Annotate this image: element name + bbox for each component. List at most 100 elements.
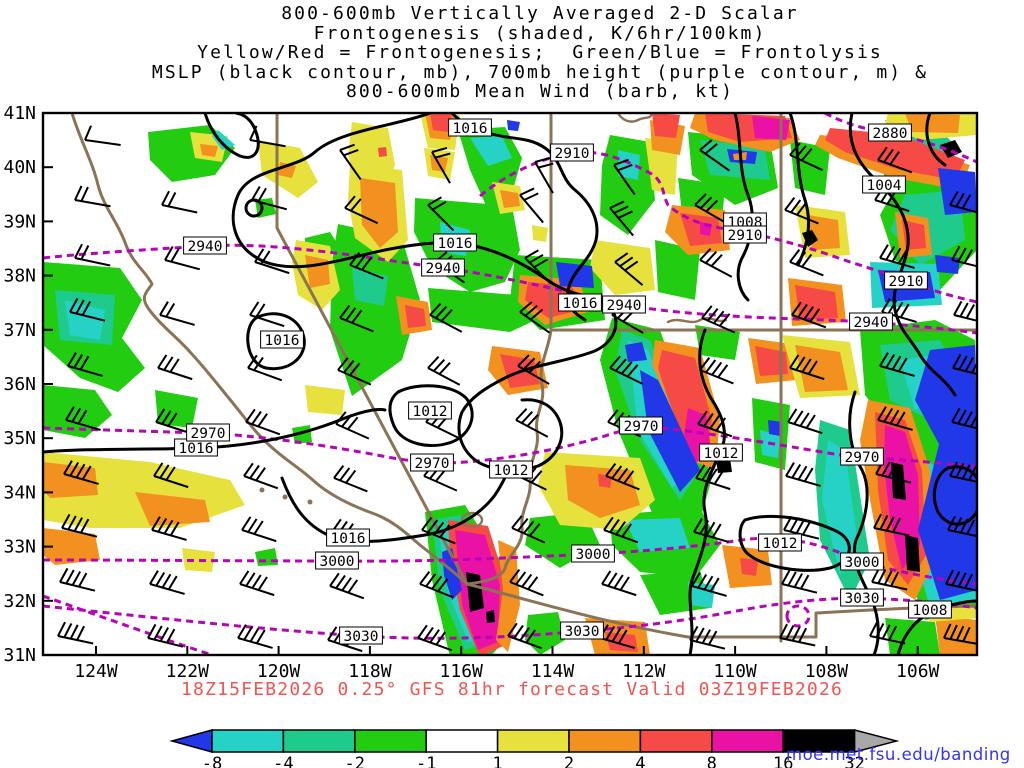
wind-barb-icon (237, 624, 273, 649)
wind-barb-icon (519, 187, 544, 224)
wind-barb-icon (779, 623, 816, 647)
colorbar-tick-label: 32 (844, 754, 864, 768)
wind-barb-icon (945, 569, 977, 593)
colorbar-box (639, 729, 713, 753)
lat-tick-label: 37N (3, 320, 36, 341)
contour-label-box (602, 295, 646, 314)
contour-label-box (840, 588, 884, 607)
contour-label-box (884, 271, 928, 290)
lon-tick-label: 116W (440, 661, 484, 682)
wind-barb-icon (339, 304, 374, 333)
contour-label-box (410, 453, 454, 472)
wind-barb-icon (613, 158, 636, 196)
salton-sea (460, 511, 484, 529)
wind-barb-icon (159, 301, 195, 326)
contour-label: 1016 (563, 296, 598, 312)
lon-tick-label: 124W (74, 661, 118, 682)
contour-label-box (326, 528, 370, 547)
wind-barb-icon (614, 252, 644, 286)
contour-label: 3030 (344, 629, 379, 645)
great-salt-lake (616, 113, 654, 123)
wind-barb-icon (947, 515, 977, 539)
lat-tick-label: 39N (3, 211, 36, 232)
lon-tick-label: 122W (166, 661, 210, 682)
contour-label-box (183, 236, 227, 255)
colorbar-box (496, 729, 570, 753)
wind-barb-icon (789, 248, 824, 277)
wind-barb-icon (335, 411, 370, 440)
wind-barb-icon (609, 355, 643, 385)
contour-label: 1004 (867, 178, 902, 194)
lat-tick-label: 31N (3, 645, 36, 666)
wind-barb-icon (427, 196, 455, 232)
wind-barb-icon (153, 462, 189, 489)
colorbar-tick-label: -2 (345, 754, 365, 768)
wind-barb-icon (249, 301, 285, 328)
contour-label: 1012 (763, 536, 798, 552)
wind-barb-icon (57, 621, 94, 645)
wind-barb-icon (785, 462, 821, 487)
lon-tick-label: 118W (348, 661, 392, 682)
contour-label-box (339, 626, 383, 645)
contour-label: 2910 (555, 146, 590, 162)
title-line-4: MSLP (black contour, mb), 700mb height (… (151, 61, 929, 83)
contour-label-box (448, 118, 492, 137)
colorbar-tick-label: 2 (564, 754, 574, 768)
contour-label-box (558, 293, 602, 312)
wind-barb-icon (149, 570, 185, 595)
wind-barb-icon (949, 191, 977, 216)
contour-label: 1016 (179, 441, 214, 457)
contour-label-layer: 1016 1016 1016 1016 1016 1016 1012 1012 1012 1012… (174, 118, 952, 645)
wind-barb-icon (329, 572, 365, 600)
wind-barb-icon (67, 352, 103, 377)
lat-tick-label: 36N (3, 374, 36, 395)
wind-barb-icon (953, 300, 977, 325)
contour-label-box (186, 423, 230, 442)
contour-label-box (489, 460, 533, 479)
wind-barb-icon (951, 407, 977, 432)
wind-barb-icon (519, 301, 551, 334)
contour-label: 1012 (704, 446, 739, 462)
contour-label-box (840, 447, 884, 466)
title-line-2: Frontogenesis (shaded, K/6hr/100km) (313, 22, 767, 44)
lat-tick-label: 33N (3, 537, 36, 558)
contour-label-box (758, 533, 802, 552)
wind-barb-icon (949, 461, 977, 485)
channel-island (307, 499, 313, 505)
wind-barb-icon (327, 626, 363, 653)
contour-label: 2910 (889, 274, 924, 290)
wind-barb-icon (693, 518, 729, 543)
channel-island (259, 487, 265, 493)
lon-tick-label: 114W (531, 661, 575, 682)
wind-barb-icon (84, 125, 121, 147)
contour-label-box (260, 330, 304, 349)
banding-site-link[interactable]: moe.met.fsu.edu/banding (786, 745, 1011, 764)
colorbar-tick-label: 16 (773, 754, 793, 768)
contour-label: 1012 (413, 404, 448, 420)
title-line-1: 800-600mb Vertically Averaged 2-D Scalar (281, 3, 799, 24)
wind-barb-icon (881, 298, 917, 323)
colorbar-box (211, 729, 285, 753)
wind-barb-icon (781, 569, 818, 594)
wind-barb-icon (251, 186, 288, 211)
contour-label: 3030 (845, 591, 880, 607)
wind-barb-icon (147, 623, 184, 648)
wind-barb-icon (429, 302, 463, 333)
arizona-west-border (465, 328, 553, 586)
contour-label: 1016 (265, 333, 300, 349)
wind-barb-icon (789, 142, 824, 172)
wind-barb-icon (873, 513, 910, 537)
contour-label: 2940 (426, 261, 461, 277)
lon-tick-label: 110W (713, 661, 757, 682)
contour-label-box (862, 175, 906, 194)
wind-barb-icon (164, 246, 201, 271)
wind-barb-icon (943, 623, 977, 646)
contour-label-box (571, 544, 615, 563)
wind-barb-icon (245, 408, 281, 436)
lon-tick-label: 106W (896, 661, 940, 682)
wind-barb-icon (697, 410, 733, 438)
wind-barb-icon (249, 125, 286, 148)
wind-barb-icon (339, 143, 362, 181)
colorbar-box (354, 729, 427, 753)
